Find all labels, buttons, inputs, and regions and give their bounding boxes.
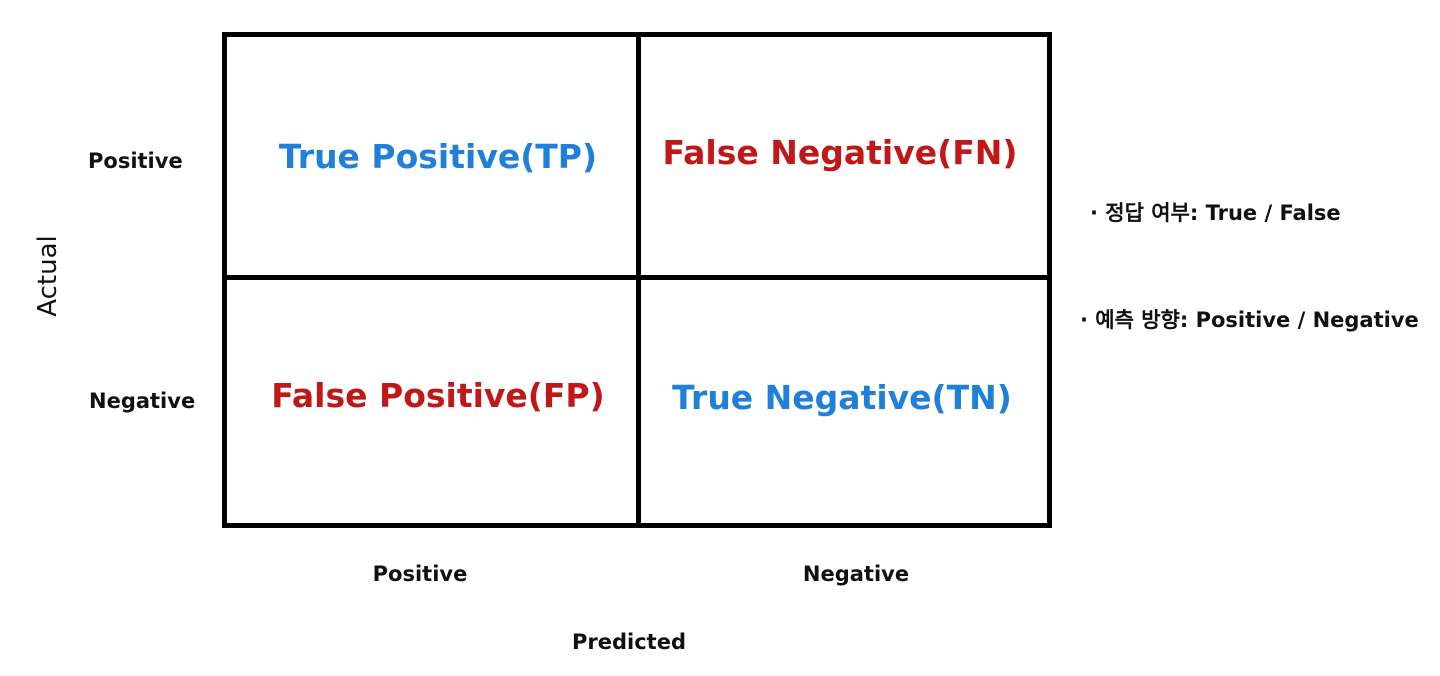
column-label-negative: Negative xyxy=(802,562,910,586)
column-label-positive: Positive xyxy=(372,562,468,586)
cell-true-negative: True Negative(TN) xyxy=(672,378,1012,417)
legend-item-prediction-direction: · 예측 방향: Positive / Negative xyxy=(1080,308,1419,332)
cell-false-negative: False Negative(FN) xyxy=(662,133,1018,172)
row-label-negative: Negative xyxy=(89,389,196,413)
cell-false-positive: False Positive(FP) xyxy=(271,376,605,415)
matrix-vertical-divider xyxy=(636,32,641,528)
column-axis-title: Predicted xyxy=(572,630,686,654)
matrix-horizontal-divider xyxy=(222,275,1052,280)
row-axis-title: Actual xyxy=(33,235,63,317)
row-label-positive: Positive xyxy=(88,149,183,173)
legend-item-correctness: · 정답 여부: True / False xyxy=(1090,201,1341,225)
cell-true-positive: True Positive(TP) xyxy=(278,137,598,176)
